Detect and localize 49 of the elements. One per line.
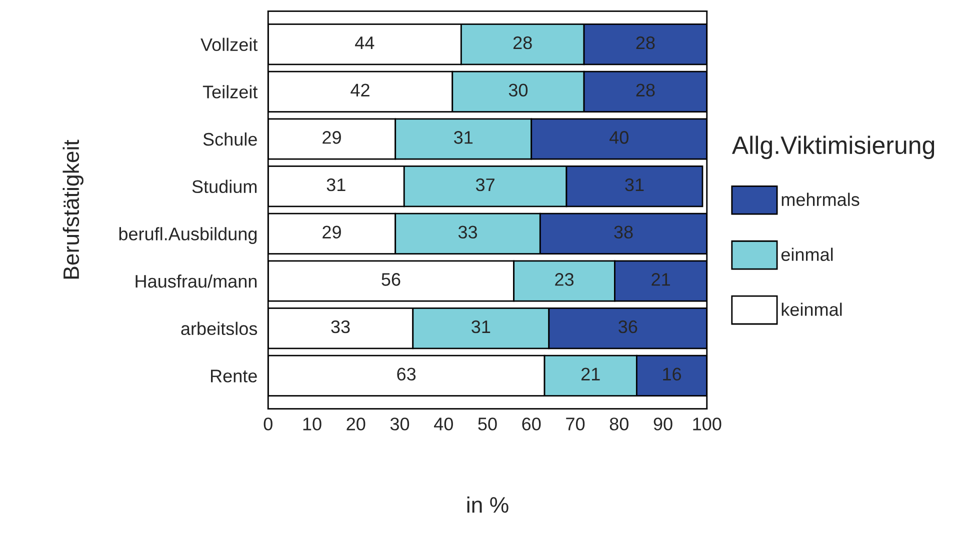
data-label: 21	[581, 368, 600, 380]
data-label: 63	[397, 368, 416, 381]
x-tick-label: 0	[264, 418, 272, 430]
y-tick-label: berufl.Ausbildung	[119, 227, 257, 244]
data-label: 31	[454, 131, 473, 144]
data-label: 36	[618, 320, 638, 334]
data-label: 29	[322, 131, 341, 144]
data-label: 28	[636, 84, 655, 97]
data-label: 31	[472, 320, 490, 334]
data-label: 28	[513, 36, 532, 50]
data-label: 29	[322, 226, 341, 239]
legend-label: einmal	[781, 248, 833, 261]
data-label: 56	[382, 273, 400, 286]
data-label: 30	[508, 84, 528, 97]
y-tick-label: Hausfrau/mann	[136, 274, 257, 288]
x-tick-label: 100	[693, 418, 722, 430]
x-tick-label: 30	[390, 418, 410, 430]
data-label: 33	[458, 226, 478, 239]
x-tick-label: 80	[610, 418, 628, 430]
y-tick-label: Rente	[211, 370, 257, 382]
x-tick-label: 40	[434, 418, 453, 430]
y-axis-title: Berufstätigkeit	[62, 140, 84, 279]
data-label: 28	[636, 36, 655, 50]
x-tick-label: 20	[346, 418, 366, 430]
y-tick-label: arbeitslos	[181, 322, 258, 336]
data-label: 33	[331, 320, 350, 334]
data-label: 44	[355, 36, 374, 49]
legend-label: keinmal	[782, 302, 842, 316]
data-label: 21	[652, 273, 670, 286]
legend-title: Allg.Viktimisierung	[732, 136, 934, 160]
x-axis-title: in %	[467, 496, 508, 513]
data-label: 31	[625, 178, 644, 192]
y-tick-label: Vollzeit	[200, 38, 258, 52]
x-tick-label: 60	[522, 418, 541, 430]
data-label: 37	[476, 178, 494, 192]
x-tick-label: 50	[478, 418, 497, 430]
data-label: 40	[610, 131, 628, 144]
y-tick-label: Teilzeit	[202, 85, 258, 98]
data-label: 42	[350, 84, 370, 96]
data-label: 23	[555, 273, 574, 286]
x-tick-label: 90	[654, 418, 672, 430]
data-label: 16	[663, 368, 682, 381]
x-tick-label: 70	[566, 418, 585, 430]
x-tick-label: 10	[303, 418, 322, 430]
data-label: 31	[326, 178, 346, 192]
y-tick-label: Studium	[192, 180, 257, 194]
data-label: 38	[614, 226, 633, 239]
y-tick-label: Schule	[203, 132, 257, 146]
legend-label: mehrmals	[782, 192, 860, 206]
